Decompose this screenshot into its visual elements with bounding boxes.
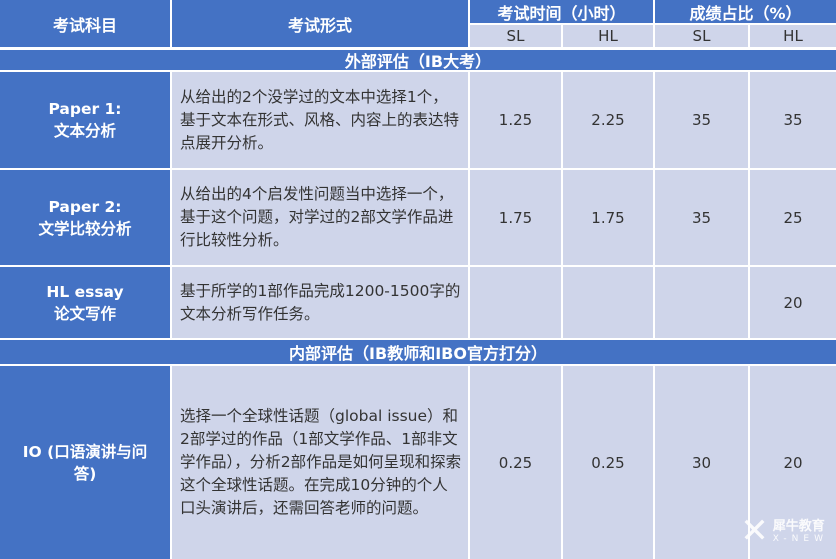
watermark-logo: ✕ 犀牛教育 X-NEW bbox=[740, 511, 828, 551]
subject-line: 答) bbox=[73, 464, 97, 483]
time-sl: 1.25 bbox=[470, 72, 561, 168]
subject-line: Paper 2: bbox=[48, 197, 122, 216]
logo-x-icon: ✕ bbox=[740, 511, 769, 551]
time-sl bbox=[470, 267, 561, 338]
row-form: 选择一个全球性话题（global issue）和2部学过的作品（1部文学作品、1… bbox=[172, 366, 468, 559]
weight-hl: 25 bbox=[750, 170, 836, 265]
weight-sl: 35 bbox=[655, 170, 748, 265]
time-hl: 1.75 bbox=[563, 170, 653, 265]
time-sl: 1.75 bbox=[470, 170, 561, 265]
weight-sl bbox=[655, 267, 748, 338]
header-time-hl: HL bbox=[563, 25, 653, 47]
weight-sl: 30 bbox=[655, 366, 748, 559]
watermark-sub: X-NEW bbox=[772, 533, 828, 544]
row-subject: Paper 2: 文学比较分析 bbox=[0, 170, 170, 265]
header-time: 考试时间（小时） bbox=[470, 0, 653, 23]
header-form: 考试形式 bbox=[172, 0, 468, 47]
row-subject: IO (口语演讲与问 答) bbox=[0, 366, 170, 559]
header-weight: 成绩占比（%） bbox=[655, 0, 836, 23]
header-weight-sl: SL bbox=[655, 25, 748, 47]
subject-line: 文本分析 bbox=[53, 122, 116, 140]
time-hl bbox=[563, 267, 653, 338]
weight-hl: 35 bbox=[750, 72, 836, 168]
row-form: 基于所学的1部作品完成1200-1500字的文本分析写作任务。 bbox=[172, 267, 468, 338]
subject-line: 文学比较分析 bbox=[38, 219, 132, 238]
time-sl: 0.25 bbox=[470, 366, 561, 559]
header-subject: 考试科目 bbox=[0, 0, 170, 47]
row-subject: Paper 1: 文本分析 bbox=[0, 72, 170, 168]
header-weight-hl: HL bbox=[750, 25, 836, 47]
row-form: 从给出的2个没学过的文本中选择1个，基于文本在形式、风格、内容上的表达特点展开分… bbox=[172, 72, 468, 168]
time-hl: 2.25 bbox=[563, 72, 653, 168]
row-subject: HL essay 论文写作 bbox=[0, 267, 170, 338]
subject-line: HL essay bbox=[46, 282, 124, 301]
time-hl: 0.25 bbox=[563, 366, 653, 559]
weight-hl: 20 bbox=[750, 366, 836, 559]
section-external: 外部评估（IB大考） bbox=[0, 50, 836, 71]
watermark-brand: 犀牛教育 bbox=[772, 518, 825, 534]
subject-line: 论文写作 bbox=[53, 304, 116, 323]
weight-sl: 35 bbox=[655, 72, 748, 168]
subject-line: IO (口语演讲与问 bbox=[22, 442, 148, 461]
weight-hl: 20 bbox=[750, 267, 836, 338]
section-internal: 内部评估（IB教师和IBO官方打分） bbox=[0, 340, 836, 364]
row-form: 从给出的4个启发性问题当中选择一个，基于这个问题，对学过的2部文学作品进行比较性… bbox=[172, 170, 468, 265]
header-time-sl: SL bbox=[470, 25, 561, 47]
subject-line: Paper 1: bbox=[48, 100, 122, 118]
